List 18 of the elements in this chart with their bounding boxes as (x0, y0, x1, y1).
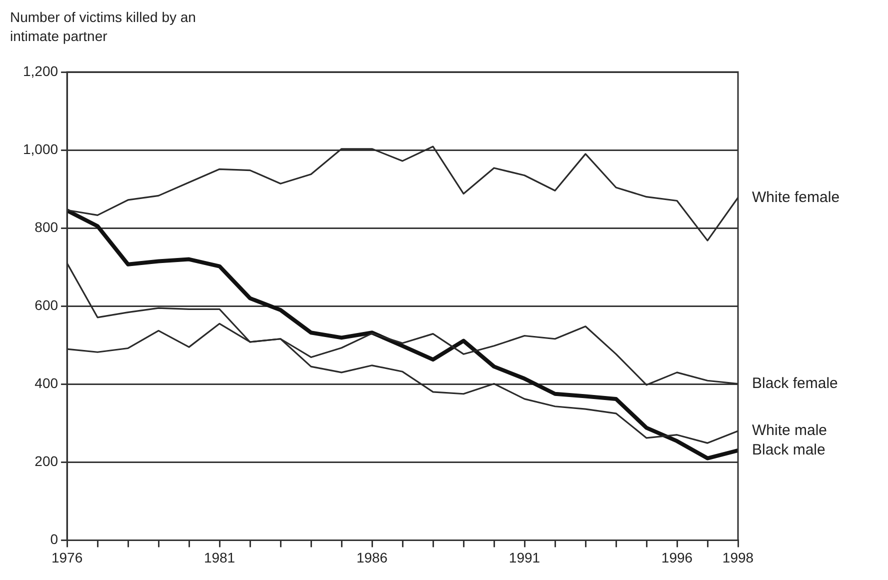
y-tick-label: 400 (34, 374, 58, 391)
series-label: Black male (752, 442, 826, 459)
x-tick-label: 1996 (661, 549, 693, 566)
x-tick-label: 1976 (51, 549, 83, 566)
x-tick-label: 1998 (722, 549, 754, 566)
y-tick-label: 0 (50, 531, 58, 548)
series-label: White male (752, 422, 828, 440)
y-tick-label: 200 (34, 453, 58, 470)
y-tick-label: 1,200 (22, 62, 58, 79)
x-tick-label: 1986 (356, 549, 388, 566)
y-tick-label: 1,000 (22, 140, 58, 157)
series-label: Black female (752, 374, 838, 392)
x-tick-label: 1991 (508, 549, 540, 566)
y-tick-label: 600 (34, 296, 58, 313)
x-tick-label: 1981 (204, 549, 236, 566)
y-tick-label: 800 (34, 218, 58, 235)
series-label: White female (752, 188, 840, 206)
y-axis-title: Number of victims killed by an intimate partner (10, 8, 197, 46)
